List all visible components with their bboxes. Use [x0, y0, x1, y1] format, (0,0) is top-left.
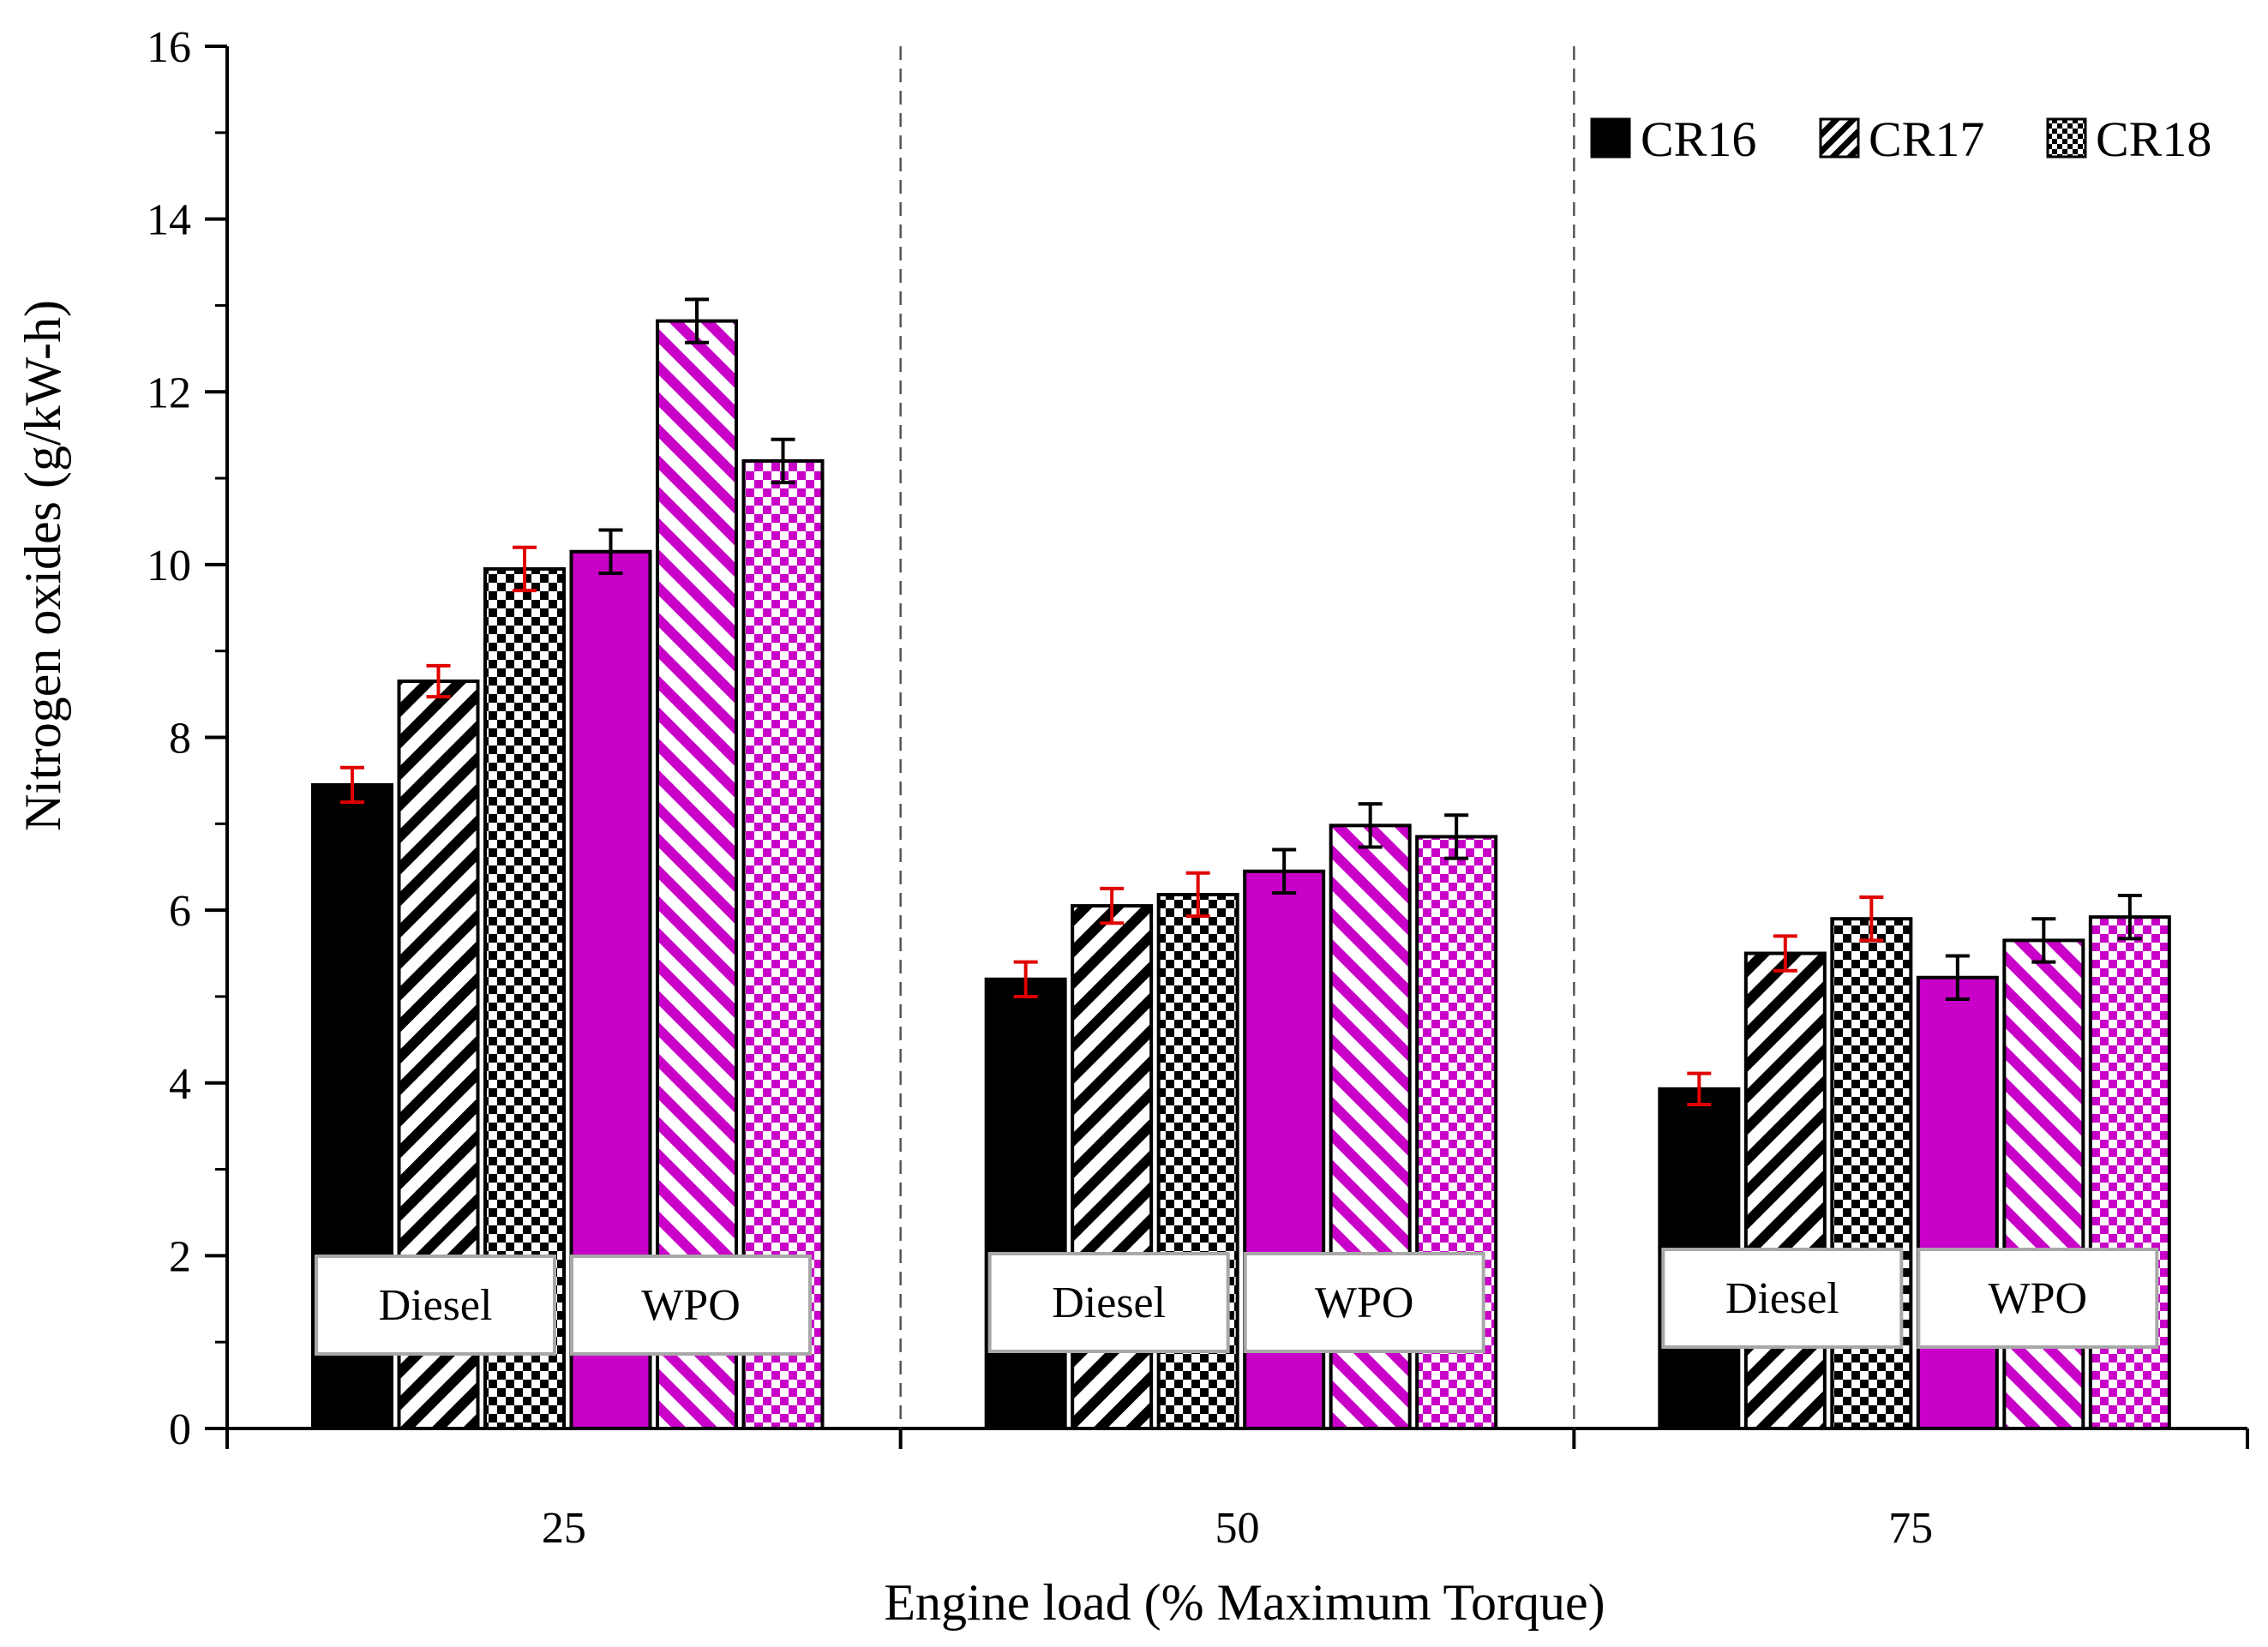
- y-tick-label: 0: [169, 1405, 191, 1454]
- legend-label-cr18: CR18: [2096, 111, 2211, 167]
- x-axis-title: Engine load (% Maximum Torque): [884, 1574, 1605, 1631]
- fuel-label-text: WPO: [1315, 1279, 1414, 1327]
- legend-swatch-cr17: [1819, 117, 1860, 159]
- y-tick-label: 2: [169, 1232, 191, 1281]
- y-tick-label: 10: [147, 542, 191, 590]
- bar-diesel-cr17: [1743, 951, 1827, 1430]
- x-tick-label: 25: [542, 1504, 586, 1553]
- legend-swatch-cr18: [2046, 117, 2087, 159]
- y-tick-label: 8: [169, 715, 191, 764]
- plot-area: 0 2 4 6 8 10 12 14 16 25 Diesel WPO 50 Diesel WPO 75 Die…: [147, 23, 2249, 1553]
- fuel-label-text: WPO: [1989, 1274, 2088, 1323]
- legend-label-cr17: CR17: [1869, 111, 1984, 167]
- bar-wpo-cr18: [2088, 915, 2171, 1430]
- bar-wpo-cr16: [1916, 975, 1999, 1431]
- fuel-label-box: [1661, 1248, 1904, 1349]
- y-tick-label: 16: [147, 23, 191, 72]
- fuel-label-box: [1917, 1248, 2159, 1349]
- y-tick-label: 4: [169, 1060, 191, 1109]
- fuel-label-box: [315, 1255, 556, 1356]
- y-tick-label: 14: [147, 196, 191, 245]
- fuel-label-text: Diesel: [1725, 1274, 1839, 1323]
- x-tick-label: 75: [1888, 1504, 1933, 1553]
- y-tick-label: 12: [147, 368, 191, 417]
- fuel-label-text: Diesel: [379, 1281, 493, 1330]
- bar-diesel-cr18: [1830, 917, 1913, 1431]
- bar-wpo-cr17: [2002, 938, 2085, 1431]
- legend-label-cr16: CR16: [1641, 111, 1756, 167]
- y-tick-label: 6: [169, 887, 191, 936]
- bar-diesel-cr16: [984, 977, 1067, 1430]
- legend: CR16 CR17 CR18: [1590, 111, 2211, 167]
- x-tick-label: 50: [1215, 1504, 1260, 1553]
- fuel-label-box: [987, 1252, 1230, 1353]
- fuel-label-text: WPO: [641, 1281, 741, 1330]
- y-axis-title: Nitrogen oxides (g/kW-h): [15, 300, 71, 831]
- fuel-label-box: [570, 1255, 812, 1356]
- fuel-label-box: [1243, 1252, 1485, 1353]
- legend-swatch-cr16: [1590, 117, 1631, 159]
- fuel-label-text: Diesel: [1052, 1279, 1166, 1327]
